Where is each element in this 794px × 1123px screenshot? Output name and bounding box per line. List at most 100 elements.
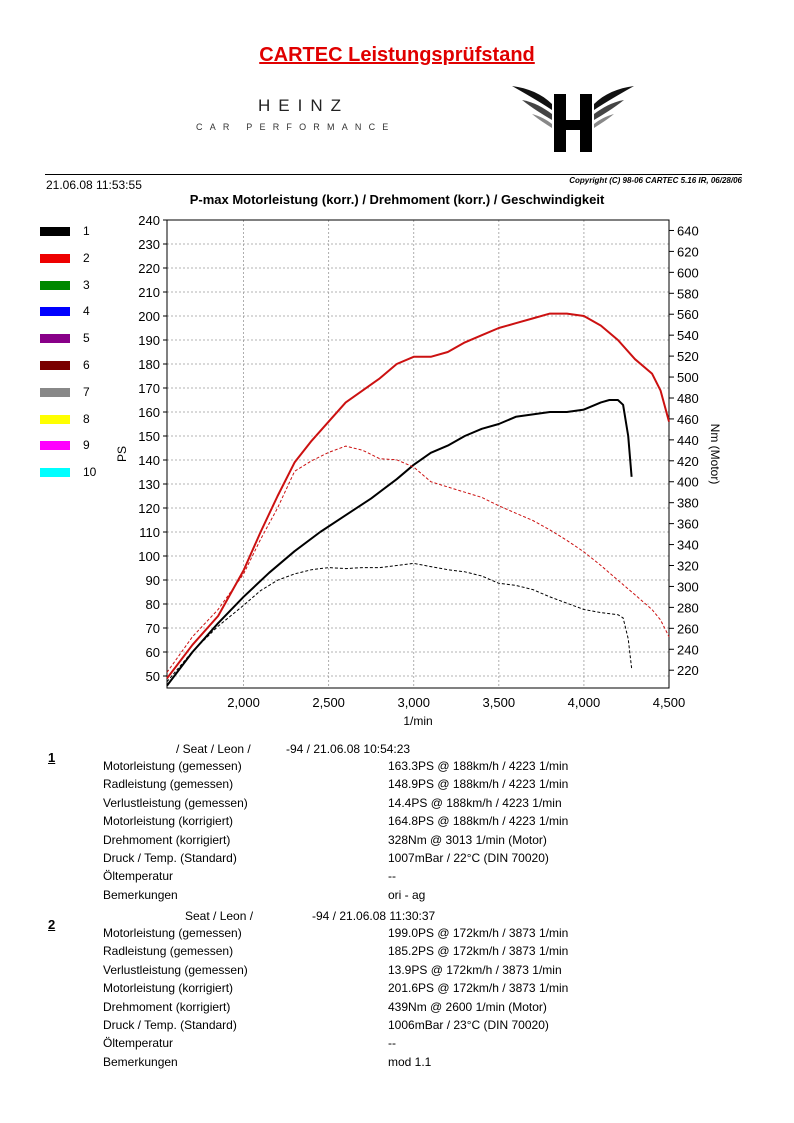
legend-label: 5 [83, 331, 90, 346]
record-value: -- [388, 869, 396, 884]
y-right-tick-label: 580 [677, 286, 699, 301]
y-right-tick-label: 540 [677, 328, 699, 343]
y-tick-label: 50 [146, 669, 160, 684]
legend-swatch [40, 253, 70, 263]
record-value: 163.3PS @ 188km/h / 4223 1/min [388, 759, 569, 773]
record-row: Verlustleistung (gemessen) 13.9PS @ 172km… [103, 963, 663, 981]
page-title: CARTEC Leistungsprüfstand [259, 44, 535, 66]
record-label: Öltemperatur [103, 869, 174, 884]
y-right-tick-label: 520 [677, 349, 699, 364]
y-tick-label: 190 [138, 333, 160, 348]
y-right-tick-label: 360 [677, 517, 699, 532]
y-tick-label: 70 [146, 621, 160, 636]
record-vehicle: Seat / Leon / [185, 909, 254, 923]
legend-label: 8 [83, 411, 90, 426]
series-2-torque-line [166, 445, 670, 673]
record-label: Drehmoment (korrigiert) [103, 832, 231, 847]
y-tick-label: 130 [138, 477, 160, 492]
copyright-note: Copyright (C) 98-06 CARTEC 5.16 IR, 06/2… [569, 176, 742, 185]
record-label: Druck / Temp. (Standard) [103, 1018, 237, 1032]
x-tick-label: 2,500 [312, 695, 345, 710]
y-tick-label: 180 [138, 357, 160, 372]
legend-label: 10 [83, 465, 97, 480]
record-row: Bemerkungen ori - ag [103, 888, 663, 906]
legend-swatch [40, 280, 70, 290]
record-run-date: -94 / 21.06.08 10:54:23 [286, 742, 411, 756]
series-2-power-line [166, 312, 670, 680]
legend-swatch [40, 307, 70, 317]
y-tick-label: 220 [138, 261, 160, 276]
legend-label: 6 [83, 358, 90, 372]
plot-frame [166, 219, 670, 689]
record-value: 439Nm @ 2600 1/min (Motor) [388, 999, 547, 1014]
record-label: Verlustleistung (gemessen) [103, 962, 248, 977]
legend-swatch [40, 468, 70, 478]
x-tick-label: 3,000 [397, 695, 430, 710]
record-value: ori - ag [388, 887, 426, 902]
header-rule [45, 174, 742, 175]
y-right-tick-label: 460 [677, 412, 699, 427]
y-tick-label: 100 [138, 549, 160, 564]
chart-ticks: 2,000 2,500 3,000 3,500 4,000 4,500 50 60 70 80 90… [138, 213, 698, 710]
legend-swatch [40, 361, 70, 370]
x-tick-label: 2,000 [227, 695, 260, 710]
record-value: 164.8PS @ 188km/h / 4223 1/min [388, 814, 569, 829]
y-right-tick-label: 400 [677, 475, 699, 490]
y-right-tick-label: 260 [677, 621, 699, 636]
legend-label: 7 [83, 384, 90, 399]
y-right-tick-label: 560 [677, 307, 699, 322]
record-label: Motorleistung (korrigiert) [103, 981, 234, 996]
legend-swatch [40, 334, 70, 344]
legend-label: 1 [83, 224, 90, 238]
y-right-tick-label: 340 [677, 538, 699, 553]
chart-title: P-max Motorleistung (korr.) / Drehmoment… [189, 192, 605, 207]
y-right-tick-label: 220 [677, 663, 699, 678]
dyno-chart: 2,000 2,500 3,000 3,500 4,000 4,500 50 60 70 80 90… [115, 213, 722, 728]
brand-subtitle: CAR PERFORMANCE [196, 122, 396, 132]
y-right-tick-label: 600 [677, 265, 699, 280]
record-row: Drehmoment (korrigiert) 439Nm @ 2600 1/mi… [103, 1000, 663, 1018]
x-tick-label: 4,000 [568, 695, 601, 710]
y-right-tick-label: 420 [677, 454, 699, 469]
chart-series [166, 312, 670, 687]
y-right-tick-label: 240 [677, 642, 699, 657]
legend-swatch [40, 441, 70, 451]
y-tick-label: 110 [139, 525, 160, 540]
record-row: Motorleistung (gemessen) 199.0PS @ 172km/… [103, 926, 663, 944]
record-row: Radleistung (gemessen) 185.2PS @ 172km/h … [103, 944, 663, 962]
record-label: Motorleistung (gemessen) [103, 926, 242, 940]
record-value: 201.6PS @ 172km/h / 3873 1/min [388, 981, 569, 996]
y-tick-label: 80 [146, 597, 160, 612]
brand-wordmark: HEINZ [258, 96, 349, 115]
y-tick-label: 90 [146, 573, 160, 588]
record-value: 13.9PS @ 172km/h / 3873 1/min [388, 962, 562, 977]
x-axis-label: 1/min [403, 714, 432, 728]
y-tick-label: 200 [138, 309, 160, 324]
y-right-tick-label: 500 [677, 370, 699, 385]
record-value: -- [388, 1036, 396, 1051]
record-value: 328Nm @ 3013 1/min (Motor) [388, 832, 547, 847]
record-row: Radleistung (gemessen) 148.9PS @ 188km/h … [103, 777, 663, 795]
series-1-power-line [166, 399, 633, 687]
report-timestamp: 21.06.08 11:53:55 [46, 178, 142, 192]
record-label: Verlustleistung (gemessen) [103, 795, 248, 810]
record-label: Radleistung (gemessen) [103, 944, 234, 959]
y-right-tick-label: 640 [677, 223, 699, 238]
record-label: Bemerkungen [103, 887, 178, 902]
record-row: Öltemperatur -- [103, 869, 663, 887]
legend-label: 4 [83, 304, 90, 319]
legend-label: 2 [83, 250, 90, 265]
record-label: Öltemperatur [103, 1036, 174, 1051]
y-tick-label: 230 [138, 237, 160, 252]
legend-swatch [40, 387, 70, 397]
y-right-tick-label: 480 [677, 391, 699, 406]
legend-swatch [40, 414, 70, 424]
chart-grid [167, 219, 670, 688]
y-axis-label: PS [115, 446, 129, 462]
record-row: Öltemperatur -- [103, 1036, 663, 1054]
record-number: 1 [48, 750, 56, 765]
record-value: 185.2PS @ 172km/h / 3873 1/min [388, 944, 569, 959]
record-value: 1007mBar / 22°C (DIN 70020) [388, 851, 549, 865]
record-value: mod 1.1 [388, 1054, 432, 1069]
y-right-tick-label: 380 [677, 496, 699, 511]
